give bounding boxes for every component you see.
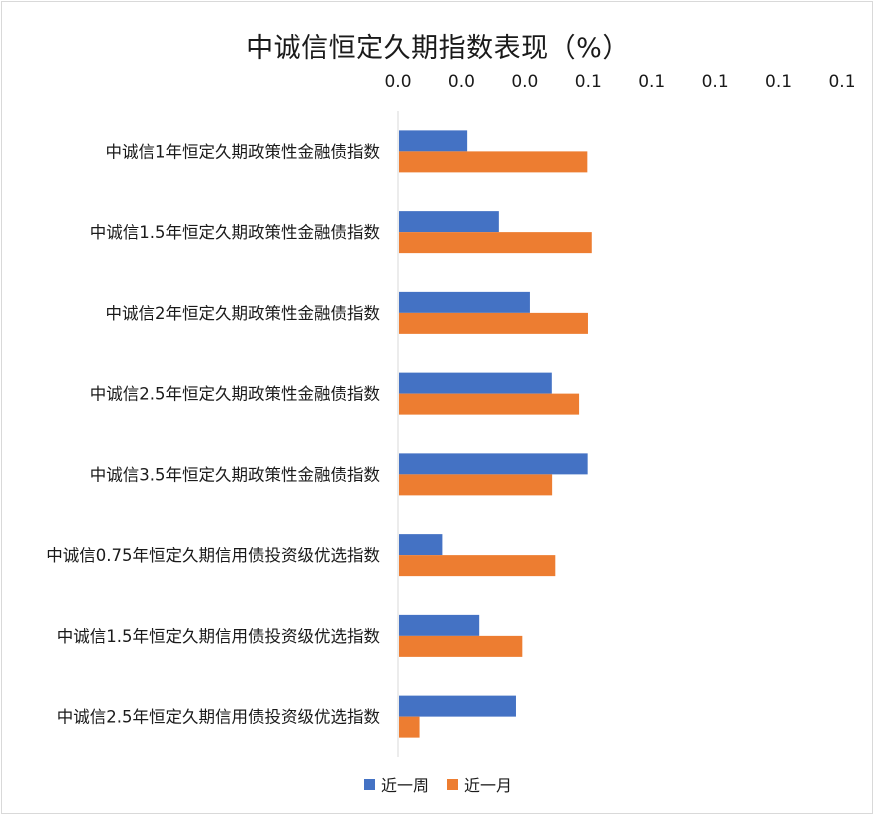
legend-item-month: 近一月 [447, 772, 512, 796]
bar-week [399, 695, 516, 717]
legend-swatch-week [363, 778, 375, 790]
x-tick-label: 0.0 [511, 72, 538, 92]
x-tick-label: 0.1 [765, 72, 792, 92]
bar-week [399, 130, 468, 152]
bar-week [399, 211, 499, 233]
bar-month [399, 393, 580, 415]
legend-label-month: 近一月 [464, 776, 513, 795]
x-tick-label: 0.1 [702, 72, 729, 92]
bar-month [399, 716, 420, 738]
category-label: 中诚信1.5年恒定久期政策性金融债指数 [90, 223, 381, 242]
bar-month [399, 474, 553, 496]
bar-week [399, 534, 443, 556]
category-label: 中诚信1.5年恒定久期信用债投资级优选指数 [57, 627, 381, 646]
bar-month [399, 232, 592, 254]
x-tick-label: 0.0 [448, 72, 475, 92]
category-label: 中诚信1年恒定久期政策性金融债指数 [106, 142, 381, 161]
category-label: 中诚信2.5年恒定久期信用债投资级优选指数 [57, 708, 381, 727]
bar-month [399, 312, 588, 334]
chart-title: 中诚信恒定久期指数表现（%） [246, 33, 630, 64]
x-tick-label: 0.0 [384, 72, 411, 92]
bar-week [399, 372, 552, 394]
bar-month [399, 555, 556, 577]
category-label: 中诚信2年恒定久期政策性金融债指数 [106, 304, 381, 323]
x-tick-label: 0.1 [828, 72, 855, 92]
x-tick-label: 0.1 [575, 72, 602, 92]
category-label: 中诚信3.5年恒定久期政策性金融债指数 [90, 465, 381, 484]
bar-week [399, 453, 588, 475]
legend-swatch-month [447, 778, 458, 790]
bar-week [399, 614, 480, 636]
legend-item-week: 近一周 [363, 772, 429, 796]
category-label: 中诚信2.5年恒定久期政策性金融债指数 [90, 385, 381, 404]
x-tick-label: 0.1 [638, 72, 665, 92]
bar-week [399, 291, 530, 313]
category-label: 中诚信0.75年恒定久期信用债投资级优选指数 [46, 546, 380, 565]
bar-month [399, 151, 588, 173]
bar-month [399, 635, 523, 657]
legend-label-week: 近一周 [380, 776, 429, 795]
legend: 近一周 近一月 [0, 772, 876, 796]
